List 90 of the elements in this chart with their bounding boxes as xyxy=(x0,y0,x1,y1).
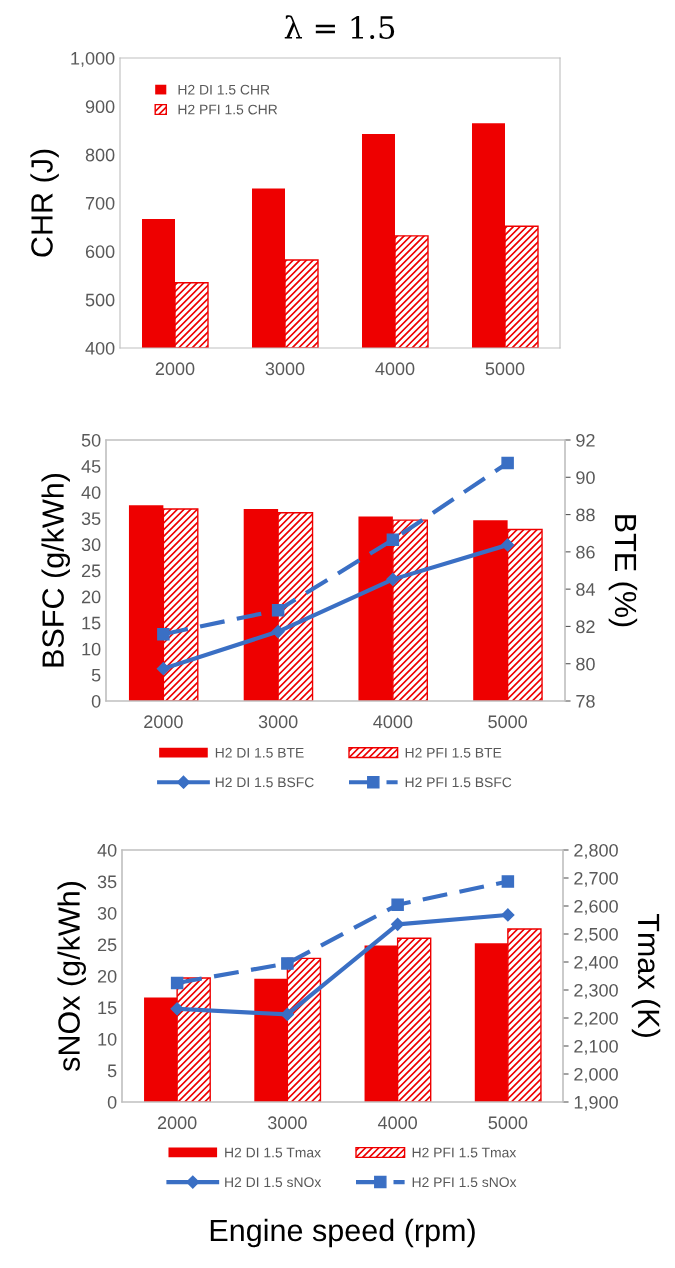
chart-title: λ = 1.5 xyxy=(284,15,395,39)
y-tick-label: 600 xyxy=(85,245,115,259)
point xyxy=(391,917,405,931)
legend-label: H2 DI 1.5 BSFC xyxy=(215,777,314,788)
y-tick-label: 0 xyxy=(91,694,101,708)
legend-label: H2 PFI 1.5 sNOx xyxy=(412,1177,517,1188)
y-tick-label: 800 xyxy=(85,148,115,162)
x-tick-label: 2000 xyxy=(155,362,195,376)
x-tick-label: 4000 xyxy=(377,1116,417,1130)
y-tick-label: 400 xyxy=(85,341,115,355)
y2-tick-label: 82 xyxy=(576,620,595,634)
y-tick-label: 15 xyxy=(98,1001,117,1015)
legend-label: H2 DI 1.5 CHR xyxy=(178,84,270,95)
x-tick-label: 3000 xyxy=(258,715,298,729)
y-tick-label: 50 xyxy=(81,433,101,447)
y2-tick-label: 2,800 xyxy=(574,843,618,859)
y-tick-label: 25 xyxy=(81,564,101,578)
point xyxy=(157,627,170,641)
point xyxy=(391,898,404,912)
y-tick-label: 1,000 xyxy=(71,51,115,67)
y2-tick-label: 2,200 xyxy=(574,1011,618,1027)
y-tick-label: 25 xyxy=(97,938,117,952)
point xyxy=(501,538,515,552)
y-tick-label: 500 xyxy=(85,293,115,307)
y2-tick-label: 90 xyxy=(576,471,595,485)
y-tick-label: 45 xyxy=(81,460,101,473)
point xyxy=(170,1002,184,1016)
legend-label: H2 DI 1.5 sNOx xyxy=(225,1177,322,1188)
point xyxy=(386,533,400,546)
y-axis-title: BSFC (g/kWh) xyxy=(41,473,70,667)
x-tick-label: 5000 xyxy=(485,362,525,376)
y-tick-label: 20 xyxy=(97,969,117,983)
legend-label: H2 DI 1.5 BTE xyxy=(215,747,304,758)
x-tick-label: 2000 xyxy=(157,1116,197,1130)
point xyxy=(386,572,400,586)
y2-tick-label: 88 xyxy=(576,508,595,522)
y-tick-label: 10 xyxy=(98,1032,117,1046)
y-tick-label: 5 xyxy=(107,1064,117,1078)
y2-tick-label: 1,900 xyxy=(574,1095,618,1111)
legend-label: H2 DI 1.5 Tmax xyxy=(225,1147,321,1158)
y-tick-label: 15 xyxy=(82,616,101,630)
y2-tick-label: 80 xyxy=(576,657,595,671)
x-tick-label: 5000 xyxy=(488,715,527,729)
y2-tick-label: 92 xyxy=(576,433,595,447)
x-tick-label: 2000 xyxy=(144,715,183,729)
y-tick-label: 35 xyxy=(81,512,101,526)
y-tick-label: 10 xyxy=(82,642,101,656)
y-tick-label: 700 xyxy=(85,196,115,210)
y2-tick-label: 2,000 xyxy=(574,1067,618,1083)
y-tick-label: 40 xyxy=(97,843,117,857)
y2-tick-label: 2,600 xyxy=(574,899,618,915)
point xyxy=(280,1007,294,1022)
y-tick-label: 35 xyxy=(97,875,117,889)
y2-axis-title: Tmax (K) xyxy=(631,913,661,1037)
y2-axis-title: BTE (%) xyxy=(608,515,638,627)
legend-label: H2 PFI 1.5 CHR xyxy=(178,104,278,115)
y2-tick-label: 2,500 xyxy=(574,927,618,943)
point xyxy=(281,957,294,970)
y-tick-label: 30 xyxy=(97,906,117,920)
y-tick-label: 0 xyxy=(107,1095,117,1109)
y2-tick-label: 2,100 xyxy=(574,1039,618,1055)
point xyxy=(501,875,515,888)
y2-tick-label: 2,300 xyxy=(574,983,618,999)
point xyxy=(170,976,184,990)
y-axis-title: sNOx (g/kWh) xyxy=(57,881,86,1072)
y2-tick-label: 2,700 xyxy=(574,871,618,887)
point xyxy=(271,624,285,639)
y-tick-label: 900 xyxy=(85,100,115,114)
x-tick-label: 3000 xyxy=(265,362,305,376)
point xyxy=(501,908,515,922)
x-tick-label: 4000 xyxy=(373,715,413,729)
y-tick-label: 5 xyxy=(91,669,101,682)
point xyxy=(156,662,170,676)
point xyxy=(501,456,514,470)
y-tick-label: 20 xyxy=(81,590,101,604)
x-tick-label: 3000 xyxy=(267,1116,307,1130)
y2-tick-label: 86 xyxy=(576,545,595,559)
x-tick-label: 5000 xyxy=(488,1116,528,1130)
y2-tick-label: 84 xyxy=(576,583,595,596)
y-axis-title: CHR (J) xyxy=(30,149,59,257)
legend-label: H2 PFI 1.5 BSFC xyxy=(405,777,512,788)
y2-tick-label: 78 xyxy=(576,694,595,708)
y-tick-label: 30 xyxy=(81,538,101,552)
x-axis-title: Engine speed (rpm) xyxy=(210,1218,475,1248)
y-tick-label: 40 xyxy=(81,486,101,499)
x-tick-label: 4000 xyxy=(375,362,415,376)
point xyxy=(271,603,285,617)
y2-tick-label: 2,400 xyxy=(574,955,618,971)
legend-label: H2 PFI 1.5 BTE xyxy=(405,747,502,758)
legend-label: H2 PFI 1.5 Tmax xyxy=(412,1147,517,1158)
